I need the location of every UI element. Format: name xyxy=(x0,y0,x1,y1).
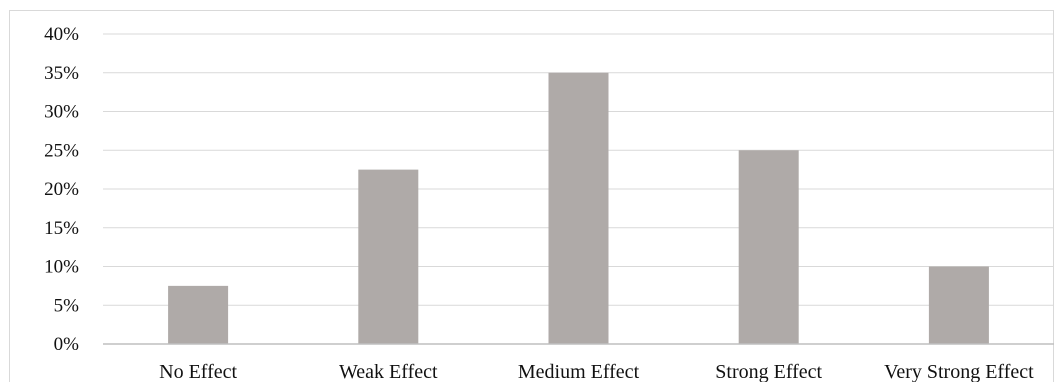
y-tick-label: 30% xyxy=(44,102,79,123)
bar-very-strong-effect xyxy=(928,266,989,344)
bar-no-effect xyxy=(168,285,229,344)
x-category-label: Weak Effect xyxy=(339,361,438,382)
x-category-label: Very Strong Effect xyxy=(884,361,1034,382)
y-tick-label: 20% xyxy=(44,179,79,200)
y-axis-tick-labels: 0% 5% 10% 15% 20% 25% 30% 35% 40% xyxy=(44,24,79,355)
y-tick-label: 10% xyxy=(44,257,79,278)
x-category-label: Strong Effect xyxy=(715,361,822,382)
x-category-label: No Effect xyxy=(159,361,237,382)
y-tick-label: 15% xyxy=(44,218,79,239)
bars xyxy=(168,72,989,344)
x-axis-category-labels: No Effect Weak Effect Medium Effect Strong … xyxy=(159,361,1034,383)
y-tick-label: 35% xyxy=(44,63,79,84)
x-category-label: Medium Effect xyxy=(518,361,640,382)
bar-medium-effect xyxy=(548,72,609,344)
y-tick-label: 40% xyxy=(44,24,79,45)
chart-border xyxy=(9,10,1054,387)
y-tick-label: 5% xyxy=(54,295,80,316)
bar-strong-effect xyxy=(738,150,799,344)
bar-weak-effect xyxy=(358,169,419,344)
y-tick-label: 0% xyxy=(54,334,80,355)
y-tick-label: 25% xyxy=(44,140,79,161)
